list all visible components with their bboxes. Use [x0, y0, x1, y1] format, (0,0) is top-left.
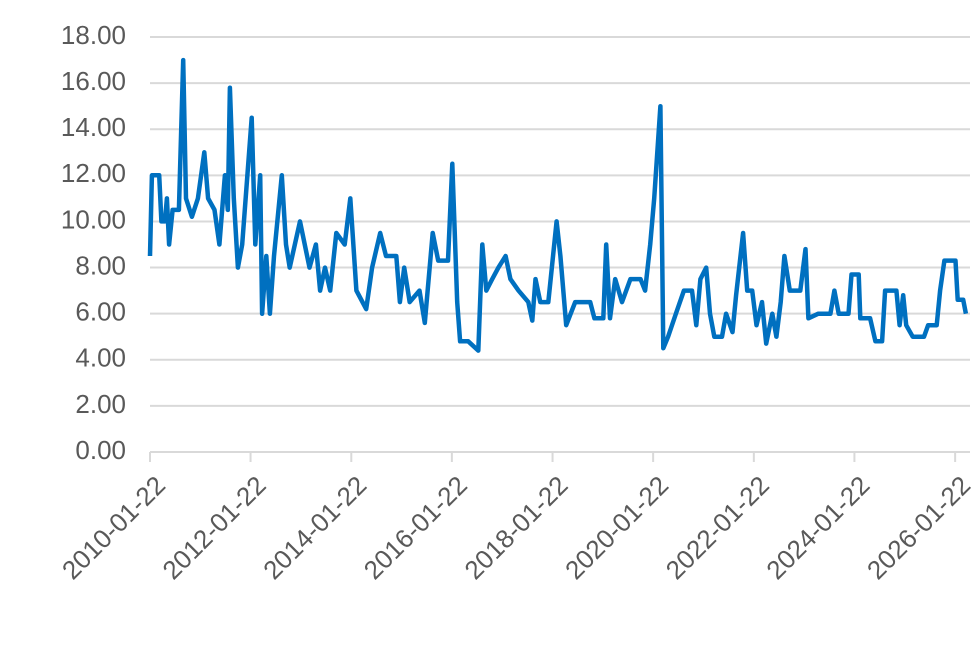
y-tick-label: 2.00 [75, 389, 126, 419]
x-tick-label: 2014-01-22 [257, 470, 372, 585]
data-line [147, 57, 969, 353]
x-tick-label: 2016-01-22 [358, 470, 473, 585]
x-tick-label: 2024-01-22 [760, 470, 875, 585]
x-tick-label: 2018-01-22 [458, 470, 573, 585]
y-tick-label: 8.00 [75, 250, 126, 280]
y-tick-label: 18.00 [61, 20, 126, 50]
y-tick-label: 14.00 [61, 112, 126, 142]
x-tick-label: 2026-01-22 [861, 470, 976, 585]
y-tick-label: 4.00 [75, 343, 126, 373]
y-tick-label: 12.00 [61, 158, 126, 188]
y-tick-label: 16.00 [61, 66, 126, 96]
x-tick-label: 2020-01-22 [559, 470, 674, 585]
x-tick-label: 2012-01-22 [156, 470, 271, 585]
x-tick-label: 2010-01-22 [56, 470, 171, 585]
y-tick-label: 10.00 [61, 204, 126, 234]
x-tick-label: 2022-01-22 [660, 470, 775, 585]
y-tick-label: 6.00 [75, 297, 126, 327]
y-tick-label: 0.00 [75, 435, 126, 465]
